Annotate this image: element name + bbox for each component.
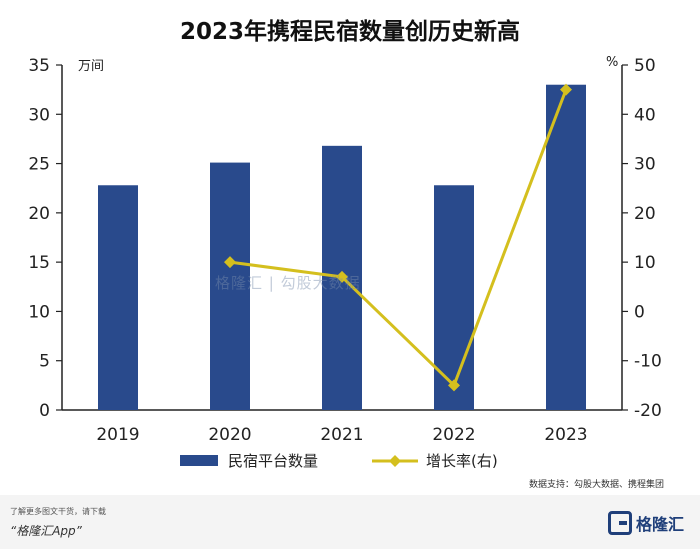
- left-tick-label: 10: [28, 302, 50, 322]
- growth-point-2020: [224, 256, 236, 269]
- watermark: 格隆汇 | 勾股大数据: [215, 274, 361, 292]
- right-tick-label: 20: [634, 204, 656, 224]
- right-tick-label: -10: [634, 352, 662, 372]
- growth-rate-line: [229, 89, 568, 389]
- chart-title: 2023年携程民宿数量创历史新高: [179, 19, 520, 45]
- bar-2022: [434, 185, 474, 410]
- right-axis-unit: %: [606, 55, 618, 70]
- bar-2020: [210, 162, 250, 410]
- right-tick-label: 0: [634, 302, 645, 322]
- footer: 了解更多图文干货，请下载 “格隆汇App” 格隆汇: [0, 495, 700, 549]
- x-tick-label: 2021: [320, 425, 363, 445]
- right-tick-label: 40: [634, 105, 656, 125]
- x-tick-label: 2022: [432, 425, 475, 445]
- left-tick-label: 5: [39, 352, 50, 372]
- right-tick-label: 10: [634, 253, 656, 273]
- x-tick-label: 2019: [96, 425, 139, 445]
- legend-line-label: 增长率(右): [426, 452, 498, 470]
- bar-2019: [98, 185, 138, 410]
- footer-logo: 格隆汇: [607, 509, 684, 537]
- footer-tip: 了解更多图文干货，请下载: [10, 507, 106, 516]
- legend-bar-swatch: [180, 455, 218, 466]
- chart: 0 5 10 15 20 25 30 35 -20 -10 0 10 20 30 40 50 万间 % 2019 20…: [28, 55, 662, 470]
- right-tick-label: 30: [634, 155, 656, 175]
- footer-logo-text: 格隆汇: [635, 515, 684, 534]
- left-tick-label: 35: [28, 56, 50, 76]
- growth-point-2022: [448, 379, 460, 392]
- left-axis-unit: 万间: [78, 59, 104, 74]
- growth-point-2023: [560, 83, 572, 96]
- source-note: 数据支持：勾股大数据、携程集团: [528, 480, 664, 490]
- left-tick-label: 0: [39, 401, 50, 421]
- footer-app-name: “格隆汇App”: [10, 524, 82, 538]
- growth-point-2021: [336, 270, 348, 283]
- legend-line-marker: [389, 455, 401, 467]
- left-tick-label: 25: [28, 155, 50, 175]
- right-tick-label: 50: [634, 56, 656, 76]
- x-tick-label: 2023: [544, 425, 587, 445]
- left-tick-label: 30: [28, 105, 50, 125]
- legend-bar-label: 民宿平台数量: [228, 452, 318, 470]
- right-tick-label: -20: [634, 401, 662, 421]
- left-tick-label: 15: [28, 253, 50, 273]
- left-tick-label: 20: [28, 204, 50, 224]
- x-tick-label: 2020: [208, 425, 251, 445]
- logo-mark-icon: [607, 511, 632, 535]
- bar-2023: [546, 84, 586, 410]
